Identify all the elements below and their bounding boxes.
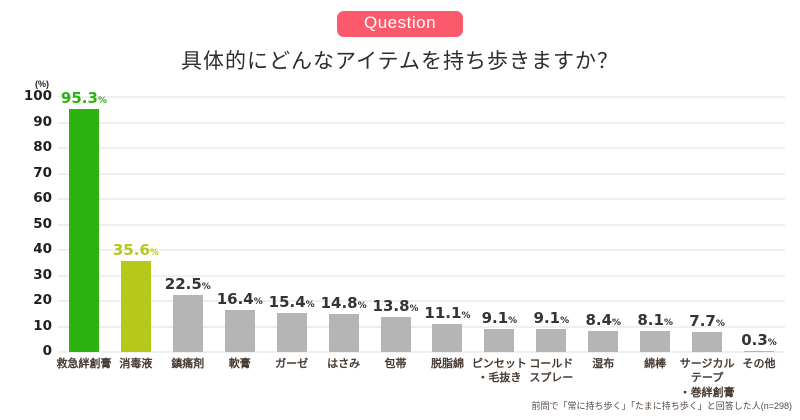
gridline: [58, 96, 785, 98]
category-label-6: 包帯: [384, 358, 407, 370]
bar-6: [380, 316, 411, 352]
gridline: [58, 300, 785, 302]
bar-13: [744, 351, 775, 352]
bar-10: [588, 330, 619, 352]
value-number: 14.8: [320, 294, 358, 313]
plot-area: 95.3% 35.6% 22.5% 16.4% 15.4% 14.8% 13.8% 11.1%…: [58, 89, 785, 353]
percent-suffix: %: [149, 248, 159, 259]
percent-suffix: %: [97, 96, 107, 106]
gridline: [58, 325, 785, 328]
gridline: [58, 172, 785, 175]
gridline: [58, 121, 785, 124]
percent-suffix: %: [305, 299, 315, 310]
category-label-0: 救急絆創膏: [56, 358, 112, 370]
value-label-3: 16.4%: [217, 290, 263, 308]
value-number: 16.4: [216, 290, 254, 309]
bar-2: [172, 294, 203, 352]
y-axis-tick-label: 20: [33, 292, 52, 308]
bar-1: [120, 261, 151, 352]
value-number: 9.1: [481, 308, 509, 327]
category-label-7: 脱脂綿: [430, 358, 464, 370]
category-label-10: 湿布: [592, 358, 615, 370]
category-label-1: 消毒液: [119, 358, 153, 370]
gridline: [58, 147, 785, 149]
footnote: 前問で「常に持ち歩く」「たまに持ち歩く」と回答した人(n=298): [531, 401, 792, 411]
y-axis-tick-label: 50: [33, 215, 52, 232]
category-label-2: 鎮痛剤: [171, 358, 205, 370]
value-number: 35.6: [112, 241, 150, 260]
value-label-9: 9.1%: [534, 309, 570, 327]
percent-suffix: %: [715, 319, 725, 330]
percent-suffix: %: [560, 315, 570, 326]
value-label-0: 95.3%: [61, 89, 107, 107]
value-label-11: 8.1%: [637, 311, 673, 329]
percent-suffix: %: [357, 301, 367, 312]
category-label-3: 軟膏: [228, 358, 251, 370]
value-number: 95.3: [60, 89, 98, 107]
y-axis-tick-label: 0: [42, 343, 52, 359]
bar-7: [432, 323, 463, 352]
category-label-9: コールド スプレー: [529, 358, 574, 385]
category-label-5: はさみ: [327, 358, 361, 370]
percent-suffix: %: [767, 338, 777, 349]
bar-4: [276, 312, 307, 352]
bar-0: [68, 109, 99, 352]
y-axis-tick-label: 90: [33, 113, 52, 130]
value-number: 9.1: [533, 308, 561, 327]
value-label-10: 8.4%: [585, 311, 621, 329]
value-label-12: 7.7%: [689, 312, 725, 330]
percent-suffix: %: [201, 281, 211, 292]
value-number: 8.4: [585, 310, 613, 329]
value-number: 13.8: [372, 296, 410, 315]
value-label-7: 11.1%: [424, 304, 470, 322]
value-number: 22.5: [164, 274, 202, 293]
y-axis-tick-label: 40: [33, 241, 52, 257]
gridline: [58, 274, 785, 277]
chart-title: 具体的にどんなアイテムを持ち歩きますか？: [181, 50, 619, 73]
y-axis-tick-label: 60: [33, 190, 52, 206]
value-number: 11.1: [424, 303, 462, 322]
bar-8: [484, 328, 515, 352]
y-axis-tick-label: 80: [33, 139, 52, 155]
category-label-12: サージカル テープ ・巻絆創膏: [679, 358, 735, 399]
value-label-6: 13.8%: [373, 297, 419, 315]
value-label-4: 15.4%: [269, 293, 315, 311]
category-label-4: ガーゼ: [275, 358, 309, 370]
gridline: [58, 198, 785, 200]
question-badge: Question: [336, 11, 464, 37]
bar-3: [224, 310, 255, 352]
bar-9: [536, 328, 567, 352]
gridline: [58, 223, 785, 226]
value-label-8: 9.1%: [482, 309, 518, 327]
value-label-5: 14.8%: [321, 294, 367, 312]
value-number: 15.4: [268, 292, 306, 311]
value-number: 0.3: [741, 331, 768, 350]
y-axis-tick-label: 70: [33, 164, 52, 181]
category-label-8: ピンセット ・毛抜き: [471, 358, 527, 385]
percent-suffix: %: [508, 315, 518, 326]
percent-suffix: %: [663, 318, 673, 329]
y-axis-unit-label: (%): [35, 79, 49, 89]
category-label-11: 綿棒: [644, 358, 667, 370]
percent-suffix: %: [461, 310, 471, 321]
value-label-13: 0.3%: [741, 331, 777, 349]
percent-suffix: %: [253, 297, 263, 308]
category-label-13: その他: [742, 358, 776, 370]
y-axis-tick-label: 100: [23, 88, 52, 104]
percent-suffix: %: [612, 317, 622, 328]
bar-11: [640, 331, 671, 352]
percent-suffix: %: [409, 303, 419, 314]
value-number: 7.7: [689, 312, 716, 331]
value-label-1: 35.6%: [113, 241, 159, 259]
gridline: [58, 351, 785, 353]
value-label-2: 22.5%: [165, 275, 211, 293]
y-axis-tick-label: 30: [33, 266, 52, 283]
bar-5: [328, 314, 359, 352]
gridline: [58, 249, 785, 251]
value-number: 8.1: [637, 311, 664, 330]
y-axis-tick-label: 10: [33, 317, 52, 334]
bar-12: [692, 332, 723, 352]
